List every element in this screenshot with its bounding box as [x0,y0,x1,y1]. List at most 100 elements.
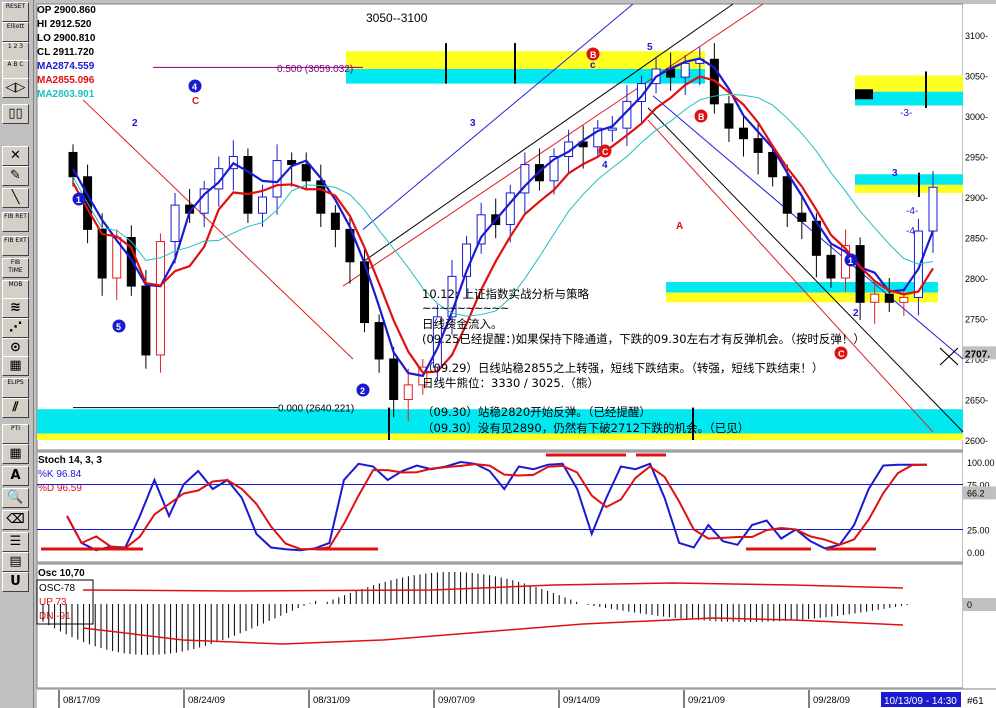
stoch-tick: 0.00 [967,548,985,558]
reset-button[interactable]: RESET [2,2,29,22]
note-line-5: （09.30）站稳2820开始反弹。（已经提醒） [422,405,651,419]
bottom-zone-yellow [37,433,963,440]
fib-time-button[interactable]: FIB TIME [2,258,29,278]
time-box [881,692,961,707]
date-label: 08/31/09 [313,695,350,706]
wave-label: 3 [892,168,898,179]
marker-block [855,89,873,100]
candle-body [287,160,297,166]
candle-body [928,186,938,232]
wave-label: B [590,50,597,60]
wave-marker [586,47,600,61]
stoch-tick: 25.00 [967,526,990,536]
fib-label-upper: 0.500 (3059.032) [277,64,353,75]
text-button[interactable]: A [2,466,29,486]
magnet-button[interactable]: U [2,572,29,592]
shift-button[interactable]: ◁▷ [2,78,29,98]
candle-body [389,358,399,400]
candle-body [403,384,413,401]
trendline [647,107,964,433]
delete-button[interactable]: ✕ [2,146,29,166]
price-tick: 3100- [965,31,988,41]
mob-button[interactable]: MOB [2,280,29,300]
current-time: 10/13/09 - 14:30 [884,696,957,707]
bottom-zone-cyan [37,409,963,434]
zoom-button[interactable]: 🔍 [2,488,29,508]
wave-label: 1 [848,256,853,266]
support-zone-cyan [666,282,938,293]
ellipse-button[interactable]: ELIPS [2,378,29,398]
price-tick: 2750- [965,315,988,325]
list-button[interactable]: ☰ [2,532,29,552]
channel-button[interactable]: ⫽ [2,398,29,418]
ma3-line [72,93,934,317]
zone-mid-cyan [855,174,963,185]
date-label: 09/28/09 [813,695,850,706]
ma1-line [72,57,935,378]
arc-button[interactable]: ⊙ [2,338,29,358]
wave-label: 5 [647,42,653,53]
pencil-button[interactable]: ✎ [2,166,29,186]
candle-body [520,164,530,194]
last-price-label: 2707. [965,349,990,360]
chart-canvas: 4 C 5 3 2 5 Bc C 4 B A 1 2 C 3 1 2 -3- -4- -4- 3050--3100 31… [36,3,996,708]
eraser-button[interactable]: ⌫ [2,510,29,530]
wave-marker [844,253,858,267]
fib-ext-button[interactable]: FIB EXT [2,236,29,256]
split-button[interactable]: ▯▯ [2,104,29,124]
osc-tick: 0 [967,600,972,610]
pti-button[interactable]: PTI [2,424,29,444]
wave-marker [112,319,126,333]
candle-body [199,188,209,214]
wave-label: -3- [900,108,912,119]
bar-index: #61 [967,696,984,707]
cursor-crosshair [939,347,959,366]
wave-label: C [602,147,609,157]
candle-body [899,296,909,303]
wave-marker [694,109,708,123]
trendline [652,95,964,360]
candle-body [97,228,107,279]
candle-body [330,212,340,230]
trendline [82,99,354,360]
fan2-button[interactable]: ⋰ [2,318,29,338]
fib-ret-button[interactable]: FIB RET [2,212,29,232]
stoch-d-label: %D 96.59 [38,483,82,494]
stoch-k-label: %K 96.84 [38,469,82,480]
candle-body [170,204,180,243]
candle-body [374,322,384,360]
zone-mid-yellow [855,184,963,193]
candle-body [447,275,457,318]
wave-label: 3 [470,118,476,129]
wave-label-button[interactable]: 1 2 3 [2,42,29,62]
wave-label: -4- [906,206,918,217]
zone-right-cyan [855,91,963,106]
candle-body [607,127,617,131]
line-button[interactable]: ╲ [2,188,29,208]
note-line-6: （09.30）没有见2890，仍然有下破2712下跌的机会。（已见） [422,421,750,435]
date-label: 08/24/09 [188,695,225,706]
wave-label: 1 [76,195,81,205]
stoch-d-line [66,463,928,551]
ma1-value: MA2874.559 [37,61,95,72]
candle-body [141,285,151,356]
note-line-1: 日线资金流入。 [422,317,503,331]
elliott-button[interactable]: Elliott [2,22,29,42]
stoch-k-line [66,460,927,552]
price-tick: 2650- [965,396,988,406]
grid-button[interactable]: ▦ [2,356,29,376]
date-label: 08/17/09 [63,695,100,706]
abc-label-button[interactable]: A B C [2,60,29,80]
stoch-tick: 100.00 [967,458,995,468]
candle-body [870,293,880,303]
candle-body [155,241,165,356]
fan-button[interactable]: ≋ [2,298,29,318]
ma2-value: MA2855.096 [37,75,95,86]
table-button[interactable]: ▦ [2,444,29,464]
notes-button[interactable]: ▤ [2,552,29,572]
wave-marker [72,192,86,206]
resistance-zone-yellow [346,51,705,70]
wave-label: 4 [602,160,608,171]
wave-label: 5 [116,322,121,332]
price-tick: 2950- [965,153,988,163]
